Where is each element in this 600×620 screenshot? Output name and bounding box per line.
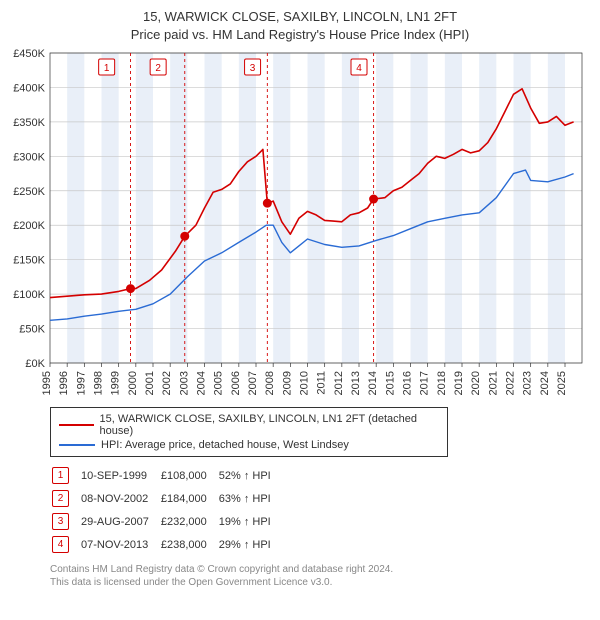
footer-line1: Contains HM Land Registry data © Crown c…: [50, 563, 594, 576]
footer-line2: This data is licensed under the Open Gov…: [50, 576, 594, 589]
sale-date: 10-SEP-1999: [81, 465, 159, 486]
chart-svg: £0K £50K £100K £150K £200K £250K £300K £350K £40…: [6, 47, 594, 407]
sale-badge: 1: [52, 467, 69, 484]
svg-text:2020: 2020: [470, 371, 482, 395]
svg-text:2023: 2023: [522, 371, 534, 395]
legend-row: 15, WARWICK CLOSE, SAXILBY, LINCOLN, LN1…: [59, 412, 439, 438]
legend-row: HPI: Average price, detached house, West…: [59, 438, 439, 452]
svg-text:£450K: £450K: [13, 48, 45, 60]
svg-text:2009: 2009: [281, 371, 293, 395]
svg-text:1997: 1997: [75, 371, 87, 395]
svg-text:£0K: £0K: [25, 358, 45, 370]
svg-text:£50K: £50K: [19, 324, 45, 336]
svg-text:2002: 2002: [161, 371, 173, 395]
svg-text:2015: 2015: [384, 371, 396, 395]
sale-date: 07-NOV-2013: [81, 534, 159, 555]
svg-text:2007: 2007: [247, 371, 259, 395]
sale-pct: 19% ↑ HPI: [219, 511, 281, 532]
svg-text:2012: 2012: [333, 371, 345, 395]
svg-text:2003: 2003: [178, 371, 190, 395]
table-row: 1 10-SEP-1999£108,00052% ↑ HPI: [52, 465, 281, 486]
svg-text:2001: 2001: [144, 371, 156, 395]
chart-title: 15, WARWICK CLOSE, SAXILBY, LINCOLN, LN1…: [6, 8, 594, 43]
svg-text:£200K: £200K: [13, 220, 45, 232]
legend-label: 15, WARWICK CLOSE, SAXILBY, LINCOLN, LN1…: [100, 413, 440, 437]
svg-text:2014: 2014: [367, 371, 379, 395]
svg-text:£150K: £150K: [13, 255, 45, 267]
legend-swatch: [59, 424, 94, 426]
legend-label: HPI: Average price, detached house, West…: [101, 439, 349, 451]
sale-badge: 2: [52, 490, 69, 507]
sale-pct: 29% ↑ HPI: [219, 534, 281, 555]
title-line2: Price paid vs. HM Land Registry's House …: [6, 26, 594, 44]
svg-text:2000: 2000: [127, 371, 139, 395]
sale-date: 29-AUG-2007: [81, 511, 159, 532]
svg-text:2005: 2005: [213, 371, 225, 395]
svg-text:1998: 1998: [93, 371, 105, 395]
table-row: 3 29-AUG-2007£232,00019% ↑ HPI: [52, 511, 281, 532]
svg-text:£100K: £100K: [13, 289, 45, 301]
svg-text:2022: 2022: [505, 371, 517, 395]
svg-text:2019: 2019: [453, 371, 465, 395]
sale-date: 08-NOV-2002: [81, 488, 159, 509]
sale-badge: 3: [52, 513, 69, 530]
legend: 15, WARWICK CLOSE, SAXILBY, LINCOLN, LN1…: [50, 407, 448, 457]
svg-text:1999: 1999: [110, 371, 122, 395]
svg-text:2024: 2024: [539, 371, 551, 395]
footer: Contains HM Land Registry data © Crown c…: [50, 563, 594, 589]
sale-price: £184,000: [161, 488, 217, 509]
sale-price: £108,000: [161, 465, 217, 486]
svg-text:3: 3: [250, 63, 256, 74]
svg-text:2016: 2016: [402, 371, 414, 395]
svg-text:£400K: £400K: [13, 83, 45, 95]
svg-text:2: 2: [155, 63, 161, 74]
svg-text:2018: 2018: [436, 371, 448, 395]
table-row: 4 07-NOV-2013£238,00029% ↑ HPI: [52, 534, 281, 555]
sale-price: £238,000: [161, 534, 217, 555]
svg-text:1995: 1995: [41, 371, 53, 395]
svg-text:2017: 2017: [419, 371, 431, 395]
svg-text:4: 4: [356, 63, 362, 74]
legend-swatch: [59, 444, 95, 446]
svg-text:£300K: £300K: [13, 151, 45, 163]
svg-text:2011: 2011: [316, 371, 328, 395]
svg-text:2021: 2021: [487, 371, 499, 395]
sale-badge: 4: [52, 536, 69, 553]
svg-text:1996: 1996: [58, 371, 70, 395]
svg-text:2004: 2004: [196, 371, 208, 395]
svg-text:£350K: £350K: [13, 117, 45, 129]
svg-text:£250K: £250K: [13, 186, 45, 198]
sale-price: £232,000: [161, 511, 217, 532]
sales-table: 1 10-SEP-1999£108,00052% ↑ HPI 2 08-NOV-200…: [50, 463, 283, 557]
sale-pct: 63% ↑ HPI: [219, 488, 281, 509]
table-row: 2 08-NOV-2002£184,00063% ↑ HPI: [52, 488, 281, 509]
svg-text:2008: 2008: [264, 371, 276, 395]
svg-text:2010: 2010: [299, 371, 311, 395]
svg-text:1: 1: [104, 63, 110, 74]
svg-text:2013: 2013: [350, 371, 362, 395]
svg-text:2006: 2006: [230, 371, 242, 395]
title-line1: 15, WARWICK CLOSE, SAXILBY, LINCOLN, LN1…: [6, 8, 594, 26]
svg-text:2025: 2025: [556, 371, 568, 395]
sale-pct: 52% ↑ HPI: [219, 465, 281, 486]
chart: £0K £50K £100K £150K £200K £250K £300K £350K £40…: [6, 47, 594, 407]
